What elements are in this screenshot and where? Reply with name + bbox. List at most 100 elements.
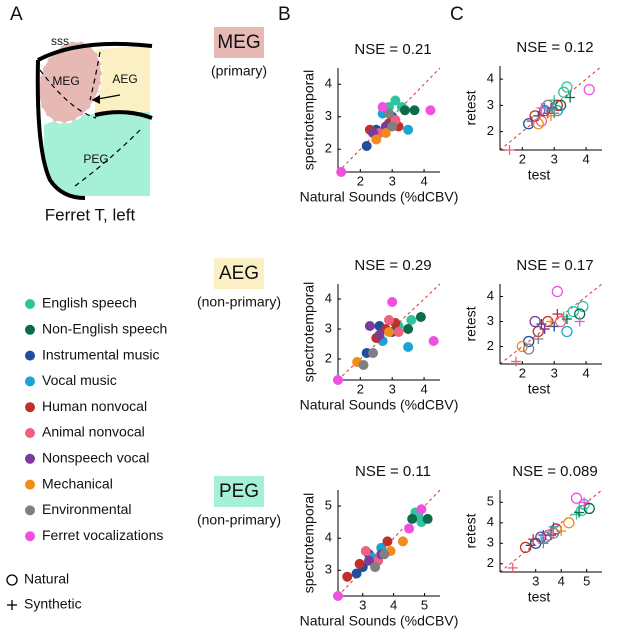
region-name: PEG <box>219 481 259 502</box>
x-tick-label: 4 <box>582 151 589 166</box>
brain-diagram <box>35 40 153 200</box>
point <box>393 327 404 337</box>
x-axis-label: Natural Sounds (%dCBV) <box>300 189 459 205</box>
circle-marker <box>583 502 595 515</box>
chart-title: NSE = 0.089 <box>512 463 597 480</box>
y-tick-label: 4 <box>487 71 494 86</box>
x-tick-label: 5 <box>583 573 590 588</box>
point <box>425 105 436 116</box>
y-tick-label: 3 <box>487 97 494 112</box>
caption: Ferret T, left <box>45 205 136 224</box>
point <box>399 105 410 116</box>
legend-label: English speech <box>42 295 137 311</box>
point <box>361 141 372 151</box>
y-tick-label: 4 <box>487 288 494 303</box>
region-label: PEG <box>83 152 108 166</box>
legend-label: Ferret vocalizations <box>42 527 163 543</box>
x-tick-label: 3 <box>551 365 558 380</box>
region-box <box>214 27 264 58</box>
circle-marker <box>570 492 583 504</box>
x-axis-label: Natural Sounds (%dCBV) <box>300 613 459 629</box>
plus-marker <box>533 334 544 344</box>
region-label: MEG <box>52 74 79 88</box>
point <box>403 124 414 135</box>
legend-label: Natural <box>24 571 69 587</box>
circle-marker <box>567 305 579 318</box>
plus-marker <box>546 316 556 327</box>
legend-marker <box>25 350 35 361</box>
x-tick-label: 4 <box>420 173 427 188</box>
point <box>363 555 374 566</box>
plus-marker <box>504 145 515 155</box>
plus-marker <box>536 103 547 113</box>
y-tick-label: 2 <box>487 555 494 570</box>
x-axis-label: Natural Sounds (%dCBV) <box>300 397 459 413</box>
region-box <box>214 476 264 507</box>
legend-marker <box>25 299 35 309</box>
point <box>403 342 414 352</box>
point <box>380 128 391 138</box>
circle-marker <box>6 574 18 586</box>
x-axis-label: test <box>528 589 551 605</box>
point <box>333 375 343 385</box>
chart-title: NSE = 0.21 <box>354 41 431 58</box>
point <box>384 315 394 325</box>
circle-marker <box>542 99 554 112</box>
legend-label: Vocal music <box>42 372 117 388</box>
legend-marker <box>25 324 35 335</box>
point <box>416 504 427 515</box>
x-tick-label: 4 <box>558 573 565 588</box>
y-tick-label: 4 <box>325 76 332 91</box>
circle-marker <box>551 104 564 117</box>
legend-marker <box>25 376 35 387</box>
x-tick-label: 3 <box>551 151 558 166</box>
circle-marker <box>551 285 564 298</box>
point <box>358 360 369 370</box>
y-tick-label: 2 <box>487 123 494 138</box>
x-tick-label: 2 <box>519 151 526 166</box>
x-tick-label: 4 <box>582 365 589 380</box>
legend-label: Synthetic <box>24 596 82 612</box>
circle-marker <box>516 340 528 353</box>
plus-marker <box>561 314 572 324</box>
plus-marker <box>549 108 560 119</box>
circle-marker <box>523 343 535 355</box>
legend-label: Animal nonvocal <box>42 424 145 440</box>
point <box>351 568 362 579</box>
circle-marker <box>561 325 573 338</box>
legend-marker <box>25 428 35 438</box>
point <box>354 558 365 569</box>
y-tick-label: 3 <box>487 535 494 550</box>
x-tick-label: 4 <box>390 597 397 612</box>
y-tick-label: 4 <box>487 514 494 529</box>
point <box>371 134 382 145</box>
plus-marker <box>574 316 585 327</box>
point <box>336 167 347 177</box>
x-tick-label: 4 <box>420 381 427 396</box>
point <box>387 297 398 307</box>
point <box>403 324 414 334</box>
point <box>406 315 417 325</box>
x-tick-label: 2 <box>357 173 364 188</box>
region-subtitle: (non-primary) <box>197 294 281 310</box>
y-tick-label: 3 <box>325 562 332 577</box>
circle-marker <box>535 115 548 127</box>
legend-label: Mechanical <box>42 475 113 491</box>
sulcus-label: sss <box>51 34 69 48</box>
point <box>407 513 418 524</box>
point <box>342 571 353 582</box>
point <box>422 513 433 524</box>
plus-marker <box>565 92 576 103</box>
y-axis-label: retest <box>463 513 479 548</box>
legend-label: Human nonvocal <box>42 398 147 414</box>
panel-label: A <box>10 4 23 25</box>
point <box>428 336 439 346</box>
plus-marker <box>579 497 590 508</box>
identity-line <box>499 489 603 573</box>
plus-marker <box>571 509 582 520</box>
plus-marker <box>507 562 518 573</box>
plus-marker <box>538 538 549 549</box>
circle-marker <box>535 531 547 543</box>
point <box>415 312 426 322</box>
point <box>387 121 398 132</box>
